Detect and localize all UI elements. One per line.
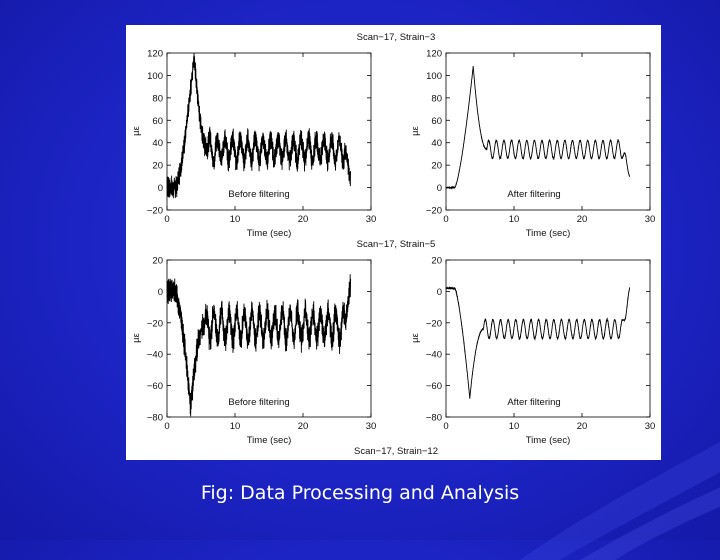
series-line (166, 52, 352, 199)
x-tick-label: 30 (366, 421, 377, 432)
plot-strain-5-before: Before filtering Time (sec) µε −80 −60 −40… (131, 256, 376, 447)
y-tick-label: −80 (147, 413, 163, 424)
y-axis-label: µε (131, 332, 142, 342)
series-line (445, 66, 631, 190)
x-axis-label: Time (sec) (247, 435, 292, 446)
x-axis-label: Time (sec) (247, 228, 292, 239)
x-tick-label: 30 (645, 214, 656, 225)
y-tick-label: −20 (426, 318, 442, 329)
y-tick-label: 40 (431, 138, 442, 149)
y-tick-label: 20 (152, 161, 163, 172)
y-tick-label: 80 (431, 93, 442, 104)
y-tick-label: 120 (426, 49, 442, 60)
y-tick-label: −20 (147, 206, 163, 217)
y-tick-label: 100 (426, 71, 442, 82)
y-tick-label: −20 (426, 206, 442, 217)
x-tick-label: 20 (298, 214, 309, 225)
y-tick-label: 80 (152, 93, 163, 104)
title-strain-5: Scan−17, Strain−5 (357, 239, 436, 250)
y-tick-label: 100 (147, 71, 163, 82)
x-tick-label: 0 (443, 421, 448, 432)
x-axis-label: Time (sec) (526, 435, 571, 446)
x-tick-label: 0 (443, 214, 448, 225)
filter-annotation: After filtering (507, 189, 560, 200)
figure-panel: Scan−17, Strain−3 Scan−17, Strain−5 Scan… (126, 25, 661, 460)
y-tick-label: 20 (152, 256, 163, 267)
y-tick-label: 40 (152, 138, 163, 149)
y-tick-label: −20 (147, 318, 163, 329)
plot-strain-5-after: After filtering Time (sec) µε −80 −60 −40 −… (410, 256, 655, 447)
title-strain-3: Scan−17, Strain−3 (357, 32, 436, 43)
x-tick-label: 10 (509, 214, 520, 225)
y-tick-label: −40 (426, 350, 442, 361)
y-tick-label: 60 (152, 116, 163, 127)
y-tick-label: 0 (437, 183, 442, 194)
y-tick-label: −40 (147, 350, 163, 361)
strain-figure: Scan−17, Strain−3 Scan−17, Strain−5 Scan… (131, 32, 655, 457)
y-tick-label: 20 (431, 161, 442, 172)
y-axis-label: µε (131, 125, 142, 135)
series-line (166, 274, 352, 417)
series-line (445, 286, 631, 399)
plot-strain-3-before: Before filtering Time (sec) µε −20020406… (131, 49, 376, 240)
y-tick-label: −80 (426, 413, 442, 424)
plot-strain-3-after: After filtering Time (sec) µε −200204060… (410, 49, 655, 240)
x-tick-label: 10 (230, 421, 241, 432)
x-tick-label: 20 (577, 421, 588, 432)
x-axis-label: Time (sec) (526, 228, 571, 239)
filter-annotation: Before filtering (228, 189, 289, 200)
figure-caption: Fig: Data Processing and Analysis (200, 482, 520, 504)
y-axis-label: µε (410, 125, 421, 135)
y-tick-label: −60 (147, 381, 163, 392)
y-tick-label: 20 (431, 256, 442, 267)
x-tick-label: 10 (230, 214, 241, 225)
y-tick-label: 0 (158, 183, 163, 194)
x-tick-label: 0 (164, 214, 169, 225)
x-tick-label: 20 (298, 421, 309, 432)
y-axis-label: µε (410, 332, 421, 342)
x-tick-label: 10 (509, 421, 520, 432)
filter-annotation: After filtering (507, 397, 560, 408)
filter-annotation: Before filtering (228, 397, 289, 408)
y-tick-label: 0 (437, 287, 442, 298)
x-tick-label: 30 (366, 214, 377, 225)
y-tick-label: 60 (431, 116, 442, 127)
y-tick-label: 0 (158, 287, 163, 298)
x-tick-label: 0 (164, 421, 169, 432)
x-tick-label: 30 (645, 421, 656, 432)
x-tick-label: 20 (577, 214, 588, 225)
y-tick-label: 120 (147, 49, 163, 60)
title-strain-12: Scan−17, Strain−12 (354, 446, 438, 457)
y-tick-label: −60 (426, 381, 442, 392)
